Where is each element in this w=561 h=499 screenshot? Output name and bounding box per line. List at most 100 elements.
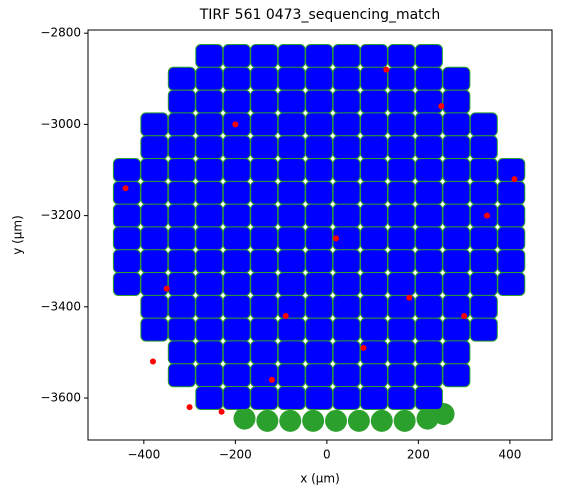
point (305, 340, 334, 365)
point (112, 226, 141, 251)
point (140, 112, 169, 137)
chart-title: TIRF 561 0473_sequencing_match (199, 7, 441, 23)
point (414, 203, 443, 228)
point (469, 249, 498, 274)
point (469, 135, 498, 160)
point (250, 112, 279, 137)
point (332, 249, 361, 274)
point (387, 317, 416, 342)
point (250, 66, 279, 91)
point (222, 226, 251, 251)
point (469, 180, 498, 205)
point (277, 43, 306, 68)
point (414, 180, 443, 205)
point (250, 249, 279, 274)
point (222, 180, 251, 205)
point (370, 409, 393, 432)
y-tick-label: −3600 (40, 391, 81, 405)
point (222, 158, 251, 183)
point (277, 135, 306, 160)
plot-area (112, 43, 526, 432)
point (195, 135, 224, 160)
point (469, 158, 498, 183)
point (232, 121, 239, 128)
point (167, 112, 196, 137)
point (332, 43, 361, 68)
point (497, 272, 526, 297)
point (195, 66, 224, 91)
point (383, 66, 390, 73)
point (387, 180, 416, 205)
point (222, 386, 251, 411)
point (359, 66, 388, 91)
point (277, 294, 306, 319)
y-tick-label: −3200 (40, 208, 81, 222)
point (277, 386, 306, 411)
point (305, 180, 334, 205)
point (140, 249, 169, 274)
point (140, 135, 169, 160)
point (167, 363, 196, 388)
point (167, 317, 196, 342)
point (305, 294, 334, 319)
point (233, 407, 256, 430)
point (359, 158, 388, 183)
point (250, 340, 279, 365)
point (305, 135, 334, 160)
point (359, 249, 388, 274)
point (140, 203, 169, 228)
point (167, 89, 196, 114)
point (414, 43, 443, 68)
point (222, 135, 251, 160)
point (222, 203, 251, 228)
point (387, 89, 416, 114)
point (112, 249, 141, 274)
point (438, 103, 445, 110)
point (442, 249, 471, 274)
point (302, 409, 325, 432)
point (222, 340, 251, 365)
point (414, 112, 443, 137)
point (222, 89, 251, 114)
point (305, 203, 334, 228)
point (167, 226, 196, 251)
point (167, 135, 196, 160)
point (359, 89, 388, 114)
point (414, 386, 443, 411)
point (222, 294, 251, 319)
point (277, 226, 306, 251)
point (414, 158, 443, 183)
point (359, 272, 388, 297)
point (442, 340, 471, 365)
point (250, 226, 279, 251)
point (332, 158, 361, 183)
point (332, 340, 361, 365)
point (222, 249, 251, 274)
point (195, 43, 224, 68)
point (195, 249, 224, 274)
point (277, 180, 306, 205)
point (325, 409, 348, 432)
point (442, 203, 471, 228)
point (250, 158, 279, 183)
point (279, 409, 302, 432)
point (497, 158, 526, 183)
point (277, 317, 306, 342)
point (195, 158, 224, 183)
point (268, 376, 275, 383)
point (250, 43, 279, 68)
point (305, 158, 334, 183)
point (469, 317, 498, 342)
point (469, 203, 498, 228)
point (195, 317, 224, 342)
point (195, 112, 224, 137)
point (442, 317, 471, 342)
point (167, 158, 196, 183)
point (469, 226, 498, 251)
point (195, 363, 224, 388)
point (195, 203, 224, 228)
point (461, 312, 468, 319)
point (167, 180, 196, 205)
point (277, 203, 306, 228)
